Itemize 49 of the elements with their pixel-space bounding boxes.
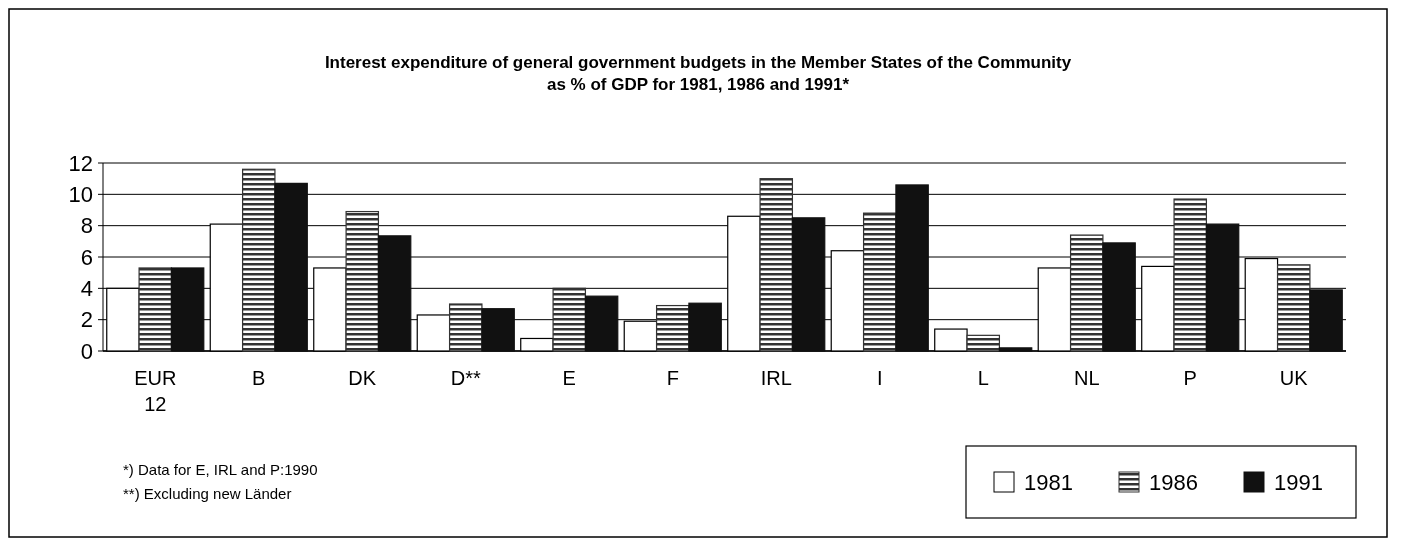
x-tick-label: F (666, 367, 679, 389)
legend-label: 1986 (1149, 470, 1198, 495)
bar (1173, 198, 1208, 352)
y-tick-label: 8 (80, 213, 93, 239)
y-tick-label: 4 (80, 276, 93, 302)
bar (759, 178, 794, 352)
bar (138, 267, 173, 352)
bar (1102, 242, 1136, 352)
x-tick-label: E (562, 367, 576, 389)
bar (241, 168, 276, 352)
y-tick-label: 2 (80, 307, 93, 333)
bar (1309, 289, 1343, 352)
bar (1276, 264, 1311, 352)
text: *) Data for E, IRL and P:1990 (123, 461, 318, 478)
bar (655, 304, 690, 352)
bar (481, 308, 515, 352)
legend-label: 1991 (1274, 470, 1323, 495)
bar (966, 334, 1001, 352)
bar (448, 303, 483, 352)
bar (1205, 223, 1240, 352)
x-tick-label: P (1183, 367, 1197, 389)
legend-label: 1981 (1024, 470, 1073, 495)
y-tick-label: 12 (68, 150, 93, 176)
y-tick-label: 10 (68, 182, 93, 208)
x-tick-label: DK (348, 367, 377, 389)
x-tick-label: D** (450, 367, 481, 389)
bar (895, 184, 929, 352)
bar (274, 182, 308, 352)
y-tick-label: 0 (80, 338, 93, 364)
y-tick-label: 6 (80, 244, 93, 270)
bar (998, 347, 1033, 352)
x-tick-label: NL (1073, 367, 1100, 389)
x-tick-label: B (252, 367, 266, 389)
x-tick-label: L (977, 367, 989, 389)
bar (688, 302, 722, 352)
text: **) Excluding new Länder (123, 485, 292, 502)
bar (377, 235, 412, 352)
bar (552, 287, 587, 352)
bar (791, 217, 826, 352)
bar (862, 212, 897, 352)
bar (345, 210, 380, 352)
bar (1069, 234, 1104, 352)
x-tick-label: I (876, 367, 883, 389)
x-tick-label: EUR 12 (134, 367, 177, 415)
chart-title: Interest expenditure of general government budgets in the Member States of the Community as % of GDP for 1981, 1986 and 1991* (324, 53, 1072, 94)
x-tick-label: IRL (760, 367, 792, 389)
x-tick-label: UK (1279, 367, 1309, 389)
bar (584, 295, 619, 352)
bar (170, 267, 205, 352)
